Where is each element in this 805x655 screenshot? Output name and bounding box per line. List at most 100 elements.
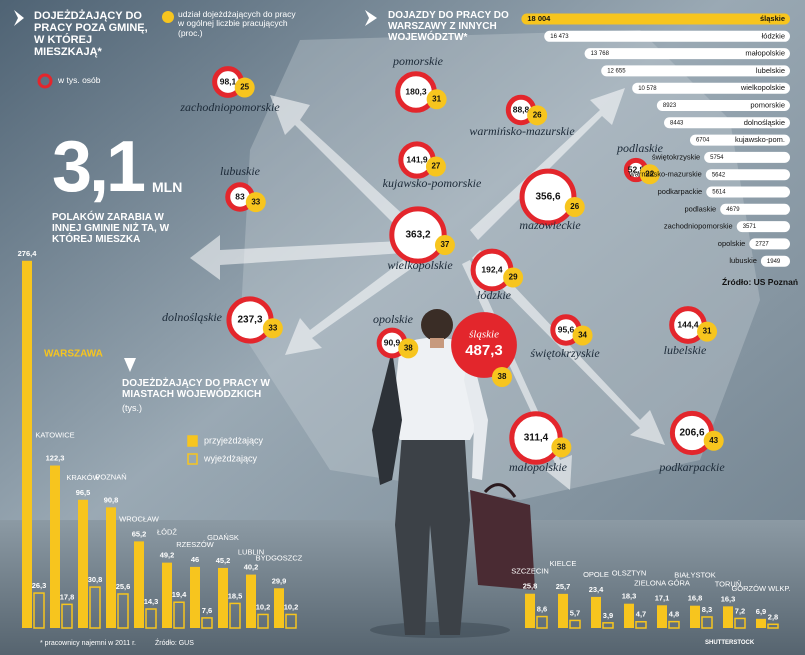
region-name: mazowieckie <box>519 218 581 232</box>
category-label: GORZÓW WLKP. <box>731 584 790 593</box>
headline-text: POLAKÓW ZARABIA W INNEJ GMINIE NIŻ TA, W… <box>52 212 170 245</box>
bar-value: 3,9 <box>603 611 613 620</box>
bar-value: 16,3 <box>721 594 736 603</box>
category-label: OPOLE <box>583 570 609 579</box>
bubble-label: 52,8 <box>628 164 645 174</box>
bar-value: 2,8 <box>768 612 778 621</box>
bar-value: 26,3 <box>32 581 47 590</box>
bar-incoming <box>624 603 634 628</box>
region-name: podlaskie <box>616 141 664 155</box>
percent-dot <box>234 77 255 98</box>
bar-value: 276,4 <box>18 249 38 258</box>
city-subtitle: (tys.) <box>122 403 142 413</box>
bubble-label: 180,3 <box>405 86 427 96</box>
percent-label: 31 <box>703 327 712 336</box>
bar-incoming <box>756 618 766 628</box>
bubble-title: DOJEŻDŻAJĄCY DO PRACY POZA GMINĘ, W KTÓR… <box>34 10 148 59</box>
bar <box>704 151 790 163</box>
bubble-label: 363,2 <box>405 230 430 241</box>
region-name: wielkopolskie <box>387 258 453 272</box>
footnote: * pracownicy najemni w 2011 r. <box>40 640 136 647</box>
bar-value: 14,3 <box>144 597 159 606</box>
category-label: WARSZAWA <box>44 349 103 360</box>
bar-value: 29,9 <box>272 576 287 585</box>
percent-dot <box>492 367 512 387</box>
region-name: lubuskie <box>220 164 261 178</box>
bar-value: 6704 <box>696 138 710 144</box>
marker-arrow <box>365 10 377 26</box>
source: Źródło: GUS <box>155 640 194 647</box>
bar-value: 8,3 <box>702 605 712 614</box>
bar-incoming <box>274 588 284 628</box>
bar-outgoing <box>173 601 185 629</box>
bar-value: 10 578 <box>638 86 657 92</box>
category-label: OLSZTYN <box>612 569 647 578</box>
region-name: pomorskie <box>392 54 444 68</box>
bar-value: 16,8 <box>688 594 703 603</box>
legend-percent: udział dojeżdżających do pracy w ogólnej… <box>178 9 296 38</box>
region-name: podkarpackie <box>658 460 725 474</box>
category-label: TORUŃ <box>715 579 742 588</box>
region-name: śląskie <box>469 329 499 341</box>
bar <box>720 203 790 215</box>
bar-value: 10,2 <box>284 602 299 611</box>
category-label: BIAŁYSTOK <box>674 571 716 580</box>
percent-label: 22 <box>645 169 654 178</box>
bar-value: 8923 <box>663 103 677 109</box>
bar-value: 25,7 <box>556 582 571 591</box>
bubble-label: 83 <box>235 191 245 201</box>
bubble-label: 95,6 <box>558 324 575 334</box>
bar <box>584 48 790 60</box>
category-label: LUBLIN <box>238 548 264 557</box>
bar-value: 4,8 <box>669 610 679 619</box>
bar <box>664 117 790 129</box>
bar-value: 18 004 <box>527 14 551 23</box>
percent-label: 25 <box>240 83 249 92</box>
bar-value: 45,2 <box>216 556 231 565</box>
percent-label: 26 <box>570 202 579 211</box>
bubble-label: 487,3 <box>465 342 503 359</box>
bar-category: małopolskie <box>745 49 785 58</box>
bar-value: 7,6 <box>202 606 212 615</box>
bar-category: podlaskie <box>684 204 716 213</box>
bar-incoming <box>190 566 200 628</box>
credit: SHUTTERSTOCK <box>705 640 755 646</box>
bar-incoming <box>22 260 32 628</box>
category-label: POZNAŃ <box>95 472 126 481</box>
bubble-label: 98,1 <box>220 76 237 86</box>
percent-label: 27 <box>431 162 440 171</box>
bar-outgoing <box>285 613 297 629</box>
legend-thousands: w tys. osób <box>58 75 101 85</box>
percent-label: 43 <box>709 436 718 445</box>
bar-outgoing <box>734 617 746 629</box>
region-name: lubelskie <box>664 343 707 357</box>
bubble-label: 192,4 <box>481 264 503 274</box>
legend-dot <box>162 11 174 23</box>
percent-label: 31 <box>432 94 441 103</box>
bar <box>760 255 790 267</box>
percent-label: 33 <box>251 197 260 206</box>
bubble-label: 144,4 <box>677 319 699 329</box>
percent-dot <box>262 318 283 339</box>
bar-value: 96,5 <box>76 488 91 497</box>
percent-label: 29 <box>509 273 518 282</box>
bar-incoming <box>78 499 88 628</box>
legend-swatch <box>187 435 198 447</box>
category-label: KIELCE <box>550 559 577 568</box>
bar-outgoing <box>89 586 101 629</box>
percent-dot <box>697 321 718 342</box>
bar <box>656 100 790 111</box>
bar-value: 30,8 <box>88 575 103 584</box>
bar-value: 18,5 <box>228 591 243 600</box>
percent-dot <box>564 196 585 217</box>
region-name: zachodniopomorskie <box>179 100 280 114</box>
percent-label: 37 <box>440 240 449 249</box>
legend-swatch <box>187 453 198 465</box>
bar-value: 5,7 <box>570 608 580 617</box>
bar-outgoing <box>569 619 581 629</box>
bar-category: warmińsko-mazurskie <box>628 170 702 179</box>
bar-value: 40,2 <box>244 563 259 572</box>
region-name: łódzkie <box>477 288 512 302</box>
headline-unit: MLN <box>152 179 183 195</box>
